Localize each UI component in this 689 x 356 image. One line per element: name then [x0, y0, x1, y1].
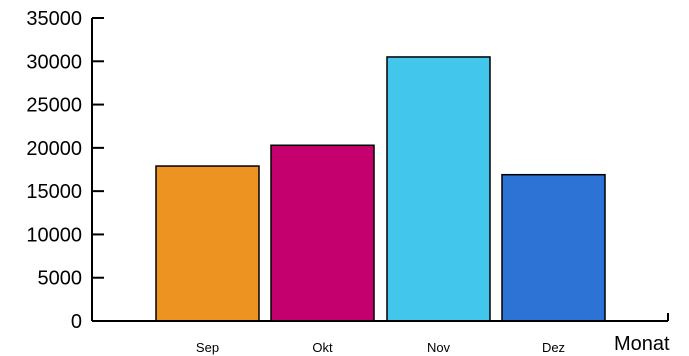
y-tick-label: 15000 — [26, 181, 82, 203]
bars-layer — [155, 56, 606, 322]
y-tick-label: 0 — [71, 311, 82, 333]
bar-okt — [270, 144, 375, 322]
bar-sep — [155, 165, 260, 322]
y-ticks: 0 5000 10000 15000 20000 25000 30000 35000 — [26, 8, 104, 333]
y-tick-label: 30000 — [26, 51, 82, 73]
x-tick-label-okt: Okt — [312, 340, 333, 355]
bar-dez — [501, 173, 606, 322]
axes-layer — [91, 18, 669, 322]
bar-nov — [386, 56, 491, 322]
y-tick-label: 5000 — [38, 268, 83, 290]
x-tick-labels: Sep Okt Nov Dez — [196, 340, 565, 355]
x-axis-title: Monat — [614, 333, 670, 355]
x-tick-label-dez: Dez — [542, 340, 565, 355]
y-tick-label: 10000 — [26, 224, 82, 246]
x-tick-label-nov: Nov — [427, 340, 451, 355]
y-tick-label: 35000 — [26, 8, 82, 30]
x-tick-label-sep: Sep — [196, 340, 219, 355]
y-tick-label: 20000 — [26, 138, 82, 160]
y-tick-label: 25000 — [26, 95, 82, 117]
